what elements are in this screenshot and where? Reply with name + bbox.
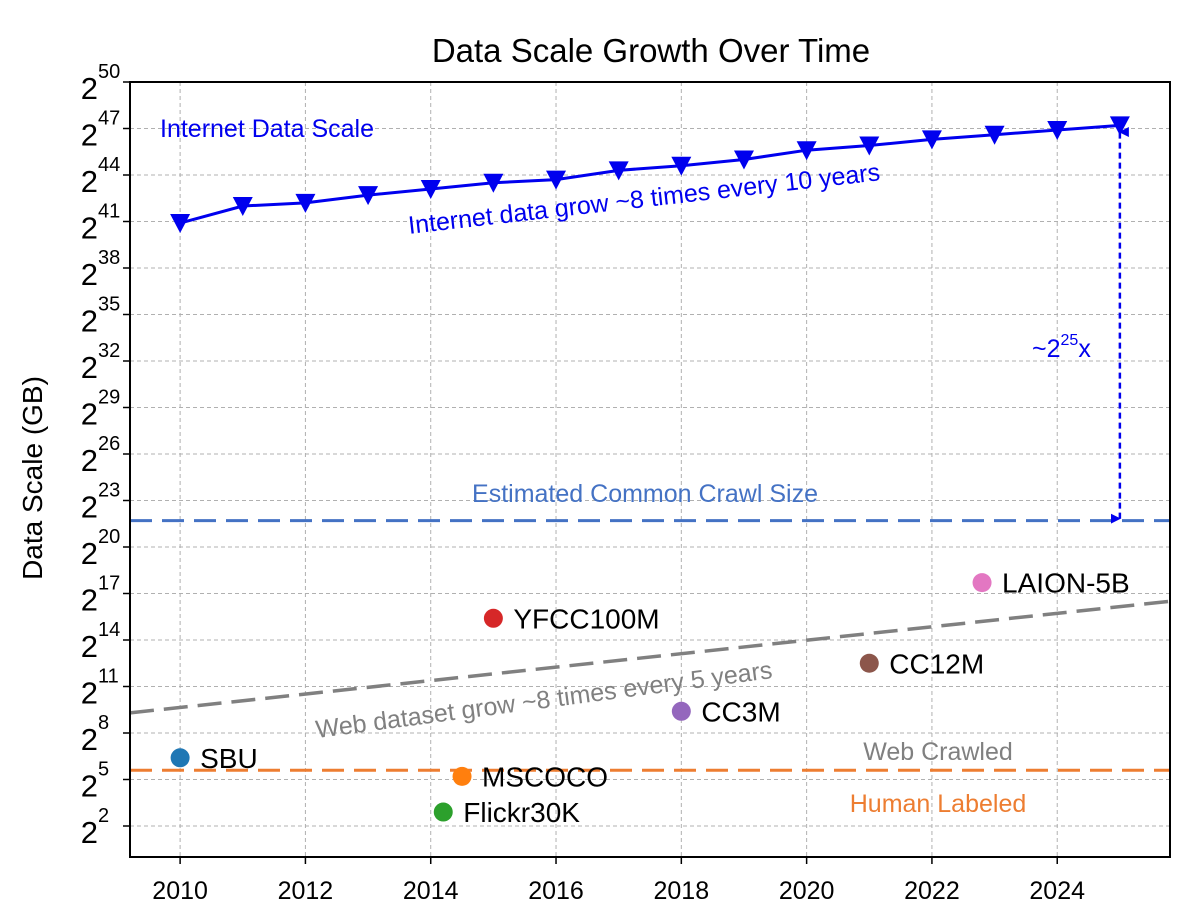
x-tick-label-1: 2012 xyxy=(278,877,334,905)
x-tick-label-6: 2022 xyxy=(904,877,960,905)
y-tick-base-9: 2 xyxy=(81,397,98,432)
internet-series-marker-5 xyxy=(483,173,504,193)
internet-series-line xyxy=(179,123,1120,225)
internet-series-marker-9 xyxy=(733,150,754,170)
x-tick-label-7: 2024 xyxy=(1029,877,1085,905)
y-axis-ticks: 2 22 52 82 112 142 172 202 232 262 292 322 352 382 412… xyxy=(81,61,130,850)
y-tick-exponent-16: 50 xyxy=(98,61,120,83)
y-tick-exponent-13: 41 xyxy=(98,201,120,223)
common-crawl-annotation: Estimated Common Crawl Size xyxy=(472,480,818,508)
dataset-point-5 xyxy=(859,653,879,673)
y-tick-base-13: 2 xyxy=(81,211,98,246)
y-tick-base-5: 2 xyxy=(81,583,98,618)
x-tick-label-0: 2010 xyxy=(152,877,208,905)
y-tick-exponent-1: 5 xyxy=(98,759,109,781)
y-tick-base-4: 2 xyxy=(81,629,98,664)
plot-frame xyxy=(129,81,1171,858)
y-tick-base-15: 2 xyxy=(81,118,98,153)
y-axis-label: Data Scale (GB) xyxy=(17,376,48,580)
x-tick-label-5: 2020 xyxy=(779,877,835,905)
internet-series-marker-6 xyxy=(546,170,567,190)
internet-series-marker-4 xyxy=(420,179,441,199)
dataset-label-5: CC12M xyxy=(889,648,984,679)
grid-lines xyxy=(130,82,1170,857)
y-tick-base-0: 2 xyxy=(81,815,98,850)
y-tick-exponent-2: 8 xyxy=(98,712,109,734)
dataset-points: SBU MSCOCO Flickr30K YFCC100M CC3M CC12M LAION… xyxy=(170,568,1130,828)
dataset-point-3 xyxy=(483,608,503,628)
y-tick-base-8: 2 xyxy=(81,443,98,478)
y-tick-base-16: 2 xyxy=(81,71,98,106)
dataset-label-2: Flickr30K xyxy=(463,797,580,828)
internet-series-marker-10 xyxy=(796,141,817,161)
internet-series-marker-11 xyxy=(859,136,880,156)
y-tick-exponent-14: 44 xyxy=(98,154,120,176)
x-tick-label-2: 2014 xyxy=(403,877,459,905)
internet-series-marker-15 xyxy=(1109,116,1130,136)
dataset-point-6 xyxy=(972,573,992,593)
y-tick-exponent-9: 29 xyxy=(98,387,120,409)
web-trend-line xyxy=(129,599,1171,715)
dataset-point-4 xyxy=(671,701,691,721)
y-tick-exponent-5: 17 xyxy=(98,573,120,595)
y-tick-base-1: 2 xyxy=(81,769,98,804)
gap-prefix: ~2 xyxy=(1032,335,1061,363)
internet-series-marker-8 xyxy=(671,156,692,176)
y-tick-exponent-6: 20 xyxy=(98,526,120,548)
x-tick-label-3: 2016 xyxy=(528,877,584,905)
y-tick-exponent-4: 14 xyxy=(98,619,120,641)
gap-annotation: ~225x xyxy=(1032,332,1091,363)
y-tick-base-12: 2 xyxy=(81,257,98,292)
y-tick-exponent-10: 32 xyxy=(98,340,120,362)
y-tick-base-6: 2 xyxy=(81,536,98,571)
internet-series-marker-12 xyxy=(921,130,942,150)
chart-title: Data Scale Growth Over Time xyxy=(432,32,870,69)
y-tick-base-11: 2 xyxy=(81,304,98,339)
internet-series-marker-1 xyxy=(232,197,253,216)
y-tick-base-14: 2 xyxy=(81,164,98,199)
internet-series xyxy=(170,116,1130,234)
y-tick-exponent-3: 11 xyxy=(98,666,119,688)
dataset-point-0 xyxy=(170,748,190,768)
x-tick-label-4: 2018 xyxy=(654,877,710,905)
web-crawled-annotation: Web Crawled xyxy=(863,738,1013,766)
y-tick-exponent-15: 47 xyxy=(98,108,120,130)
y-tick-exponent-7: 23 xyxy=(98,480,120,502)
internet-series-marker-2 xyxy=(295,193,316,213)
dataset-point-1 xyxy=(452,766,472,786)
dataset-label-0: SBU xyxy=(200,743,258,774)
y-tick-exponent-11: 35 xyxy=(98,294,120,316)
dataset-label-3: YFCC100M xyxy=(513,603,659,634)
y-tick-base-7: 2 xyxy=(81,490,98,525)
internet-series-marker-14 xyxy=(1047,121,1068,141)
internet-series-marker-13 xyxy=(984,125,1005,145)
y-tick-exponent-0: 2 xyxy=(98,805,109,827)
internet-series-marker-3 xyxy=(358,186,379,206)
internet-series-marker-7 xyxy=(608,161,629,181)
y-tick-exponent-8: 26 xyxy=(98,433,120,455)
dataset-label-6: LAION-5B xyxy=(1002,568,1130,599)
y-tick-exponent-12: 38 xyxy=(98,247,120,269)
dataset-label-4: CC3M xyxy=(701,696,780,727)
internet-label: Internet Data Scale xyxy=(160,115,374,143)
gap-exponent: 25 xyxy=(1061,332,1079,349)
x-axis-ticks: 2010 2012 2014 2016 2018 2020 2022 2024 xyxy=(152,857,1085,905)
y-tick-base-2: 2 xyxy=(81,722,98,757)
internet-growth-annotation: Internet data grow ~8 times every 10 yea… xyxy=(407,158,882,240)
reference-lines xyxy=(129,127,1171,772)
dataset-point-2 xyxy=(433,802,453,822)
y-tick-base-3: 2 xyxy=(81,676,98,711)
human-labeled-annotation: Human Labeled xyxy=(850,790,1027,818)
dataset-label-1: MSCOCO xyxy=(482,761,608,792)
internet-series-marker-0 xyxy=(170,214,191,234)
gap-suffix: x xyxy=(1078,335,1091,363)
y-tick-base-10: 2 xyxy=(81,350,98,385)
